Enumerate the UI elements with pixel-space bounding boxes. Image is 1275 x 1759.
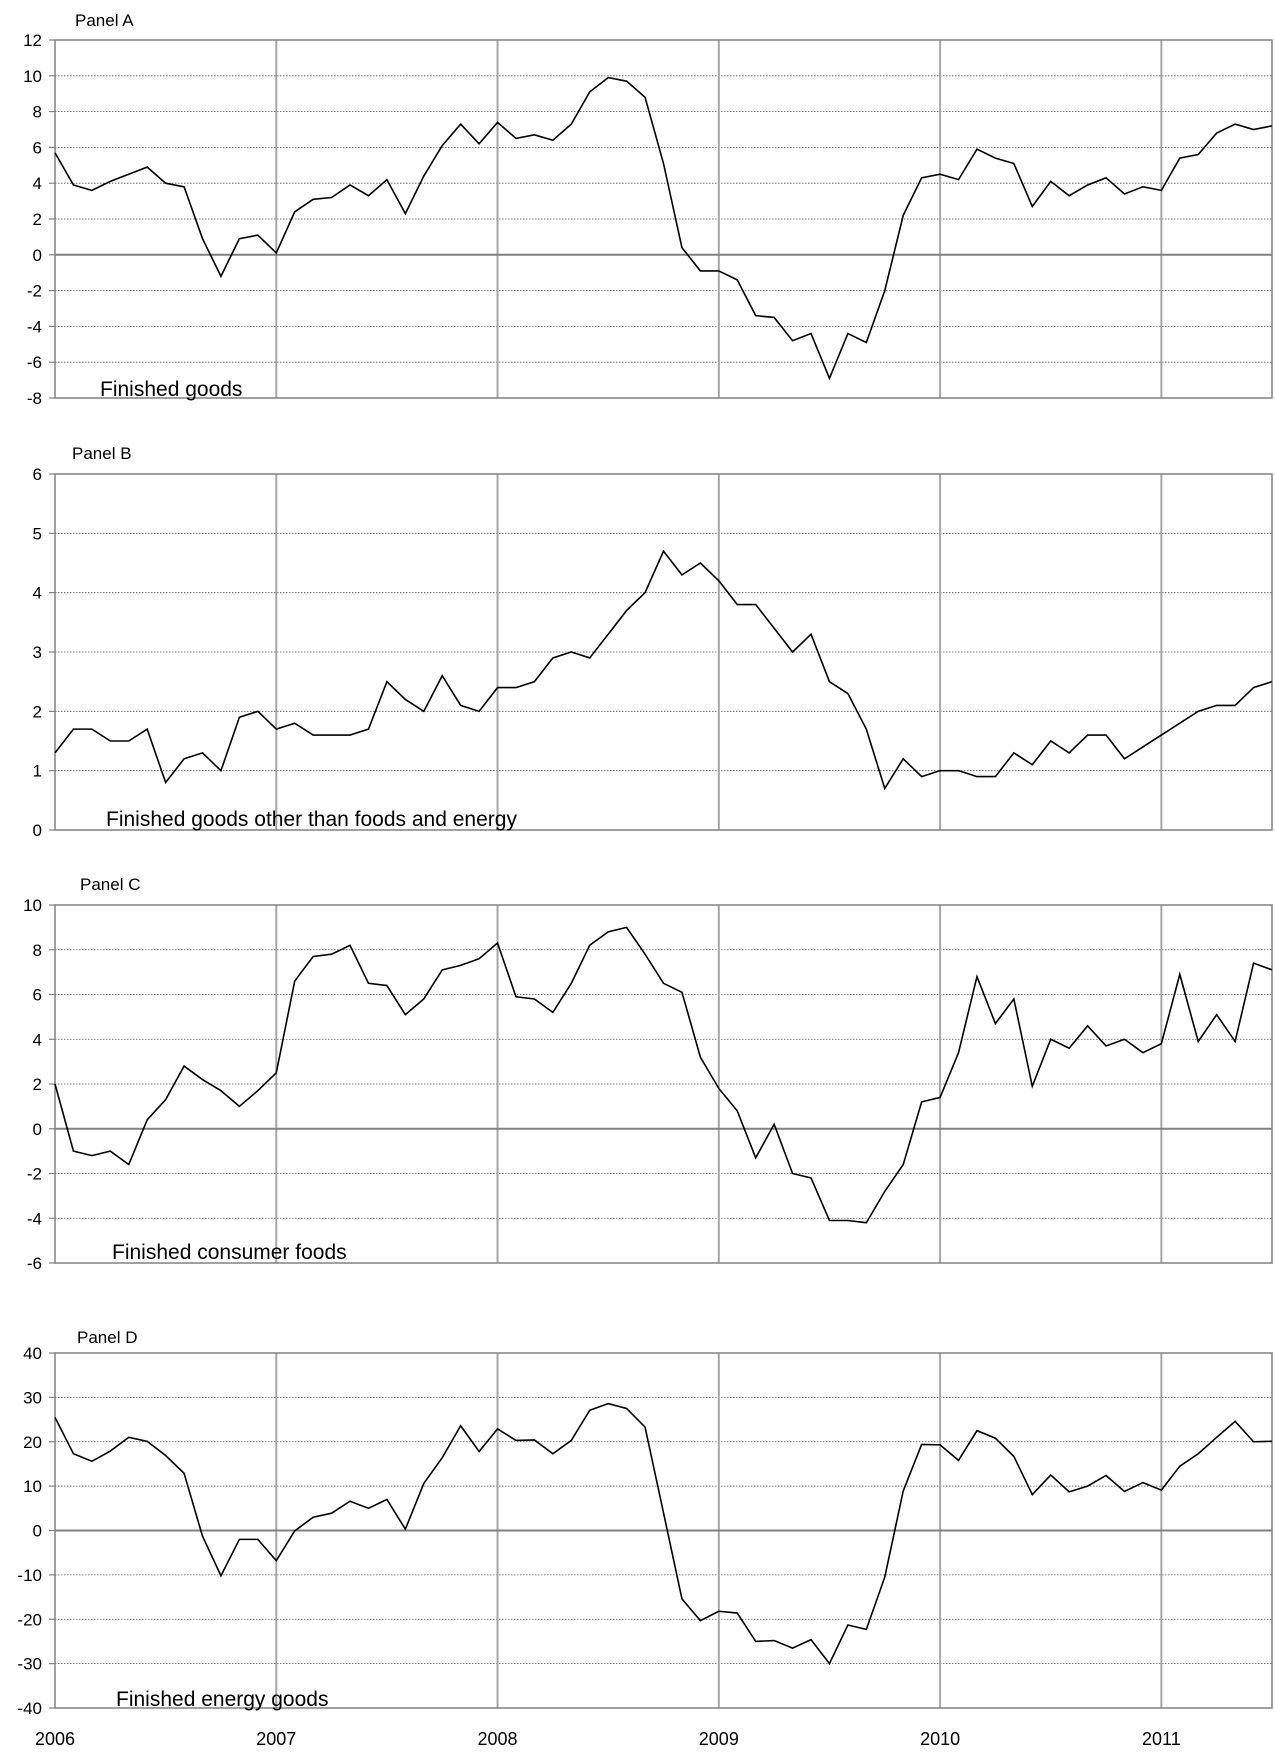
y-tick-label: 0	[33, 1120, 42, 1139]
y-tick-label: 10	[23, 1477, 42, 1496]
y-tick-label: -10	[17, 1566, 42, 1585]
y-tick-label: 30	[23, 1388, 42, 1407]
series-line	[54, 1402, 1273, 1666]
y-tick-label: -2	[27, 1165, 42, 1184]
y-tick-label: 8	[33, 103, 42, 122]
x-axis: 2006 2007 2008 2009 2010 2011	[35, 1729, 1181, 1749]
y-tick-label: 0	[33, 246, 42, 265]
panel-label: Panel A	[75, 11, 134, 30]
chart-panel-2: 0 1 2 3 4 5 6 Panel B Finished goods other than …	[33, 444, 1273, 840]
y-tick-label: -4	[27, 317, 42, 336]
y-tick-label: 20	[23, 1433, 42, 1452]
y-tick-label: -4	[27, 1209, 42, 1228]
y-tick-label: 6	[33, 465, 42, 484]
y-tick-label: 40	[23, 1344, 42, 1363]
y-tick-label: -2	[27, 282, 42, 301]
y-tick-label: 6	[33, 138, 42, 157]
x-tick-label: 2010	[920, 1729, 960, 1749]
y-tick-label: 0	[33, 1522, 42, 1541]
series-label: Finished consumer foods	[112, 1241, 347, 1264]
y-tick-label: 2	[33, 702, 42, 721]
y-tick-label: 12	[23, 31, 42, 50]
y-tick-label: 0	[33, 821, 42, 840]
chart-panel-4: -40 -30 -20 -10 0 10 20 30 40 Panel D Finished ene…	[17, 1328, 1273, 1718]
y-tick-label: 4	[33, 1030, 42, 1049]
y-tick-label: 10	[23, 67, 42, 86]
panel-label: Panel B	[72, 444, 132, 463]
x-tick-label: 2011	[1142, 1729, 1181, 1749]
x-tick-label: 2009	[699, 1729, 739, 1749]
panel-label: Panel C	[80, 875, 140, 894]
y-tick-label: 10	[23, 896, 42, 915]
y-tick-label: 3	[33, 643, 42, 662]
series-label: Finished goods	[100, 378, 242, 401]
y-tick-label: 1	[33, 762, 42, 781]
y-tick-label: -6	[27, 353, 42, 372]
y-tick-label: 8	[33, 941, 42, 960]
series-line	[54, 76, 1273, 381]
series-line	[54, 549, 1273, 791]
series-line	[54, 926, 1273, 1224]
y-tick-label: -8	[27, 389, 42, 408]
y-tick-label: 2	[33, 210, 42, 229]
x-tick-label: 2008	[478, 1729, 518, 1749]
x-tick-label: 2006	[35, 1729, 75, 1749]
y-tick-label: -20	[17, 1610, 42, 1629]
panel-label: Panel D	[77, 1328, 137, 1347]
series-label: Finished goods other than foods and ener…	[106, 808, 517, 831]
x-tick-label: 2007	[256, 1729, 296, 1749]
y-tick-label: 2	[33, 1075, 42, 1094]
chart-panel-3: -6 -4 -2 0 2 4 6 8 10 Panel C Finished consumer fo…	[23, 875, 1273, 1273]
y-tick-label: 4	[33, 584, 42, 603]
y-tick-label: 5	[33, 524, 42, 543]
y-tick-label: -30	[17, 1655, 42, 1674]
y-tick-label: 4	[33, 174, 42, 193]
y-tick-label: -6	[27, 1254, 42, 1273]
series-label: Finished energy goods	[116, 1688, 328, 1711]
y-tick-label: -40	[17, 1699, 42, 1718]
y-tick-label: 6	[33, 986, 42, 1005]
chart-panel-1: -8 -6 -4 -2 0 2 4 6 8 10 12 Panel A Finished goods	[23, 11, 1273, 408]
